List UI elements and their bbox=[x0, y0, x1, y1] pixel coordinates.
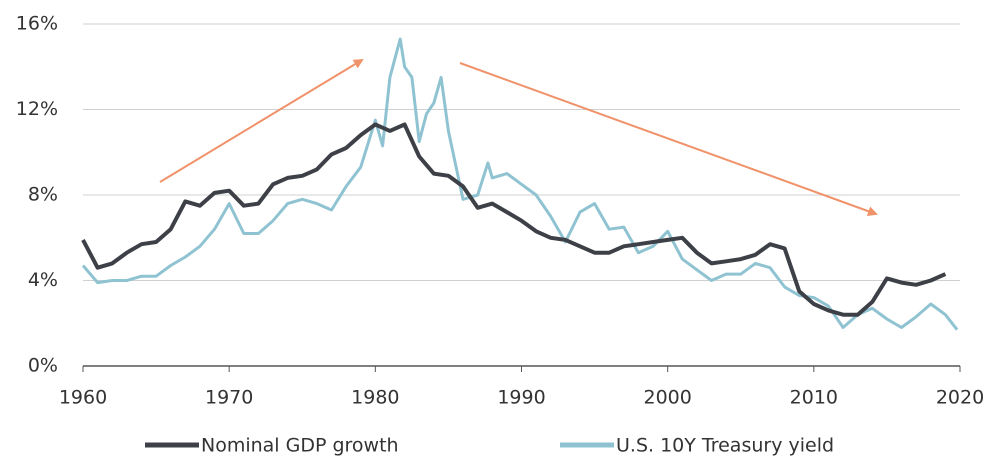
x-tick-label: 1980 bbox=[351, 387, 399, 409]
x-tick-label: 1990 bbox=[497, 387, 545, 409]
lines bbox=[81, 37, 959, 331]
series-line bbox=[81, 37, 959, 331]
rising-arrow bbox=[159, 58, 364, 183]
x-tick-label: 2000 bbox=[643, 387, 691, 409]
series-line bbox=[81, 122, 947, 317]
y-tick-label: 0% bbox=[28, 355, 58, 377]
y-tick-label: 16% bbox=[16, 13, 58, 35]
x-tick-label: 2020 bbox=[936, 387, 984, 409]
legend-label: Nominal GDP growth bbox=[201, 435, 399, 457]
falling-arrow bbox=[459, 62, 878, 216]
legend-label: U.S. 10Y Treasury yield bbox=[616, 435, 834, 457]
y-tick-label: 4% bbox=[28, 269, 58, 291]
x-tick-label: 2010 bbox=[790, 387, 838, 409]
y-tick-label: 8% bbox=[28, 184, 58, 206]
y-tick-label: 12% bbox=[16, 98, 58, 120]
x-tick-label: 1960 bbox=[59, 387, 107, 409]
labels: 0% 4% 8% 12% 16% 1960 1970 1980 1990 2000 2010 2020… bbox=[16, 13, 984, 457]
grid bbox=[82, 23, 961, 372]
x-tick-label: 1970 bbox=[205, 387, 253, 409]
